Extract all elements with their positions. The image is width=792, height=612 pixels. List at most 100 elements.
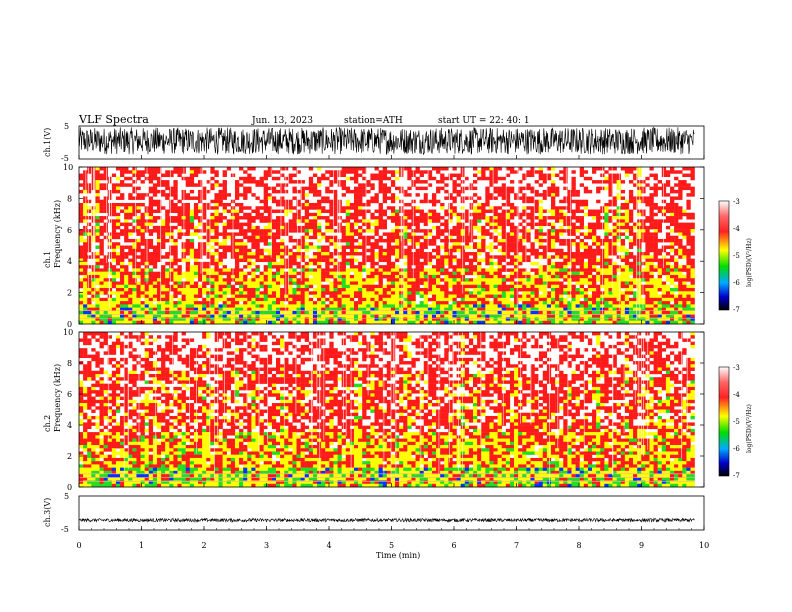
spectrogram-cell [522, 209, 527, 213]
spectrogram-cell [538, 274, 543, 279]
spectrogram-cell [267, 252, 273, 256]
spectrogram-cell [243, 294, 248, 299]
spectrogram-cell [542, 271, 548, 276]
spectrogram-cell [468, 196, 474, 200]
spectrogram-cell [259, 258, 264, 263]
spectrogram-cell [353, 212, 359, 217]
spectrogram-cell [83, 225, 88, 230]
spectrogram-cell [165, 274, 170, 279]
spectrogram-cell [423, 196, 429, 200]
spectrogram-cell [358, 265, 363, 269]
spectrogram-cell [325, 314, 330, 318]
spectrogram-cell [173, 320, 178, 325]
spectrogram-cell [181, 310, 186, 315]
spectrogram-cell [304, 291, 310, 295]
spectrogram-cell [370, 196, 375, 200]
spectrogram-cell [563, 274, 568, 279]
spectrogram-cell [292, 229, 297, 233]
spectrogram-cell [567, 301, 572, 305]
spectrogram-cell [579, 222, 585, 227]
spectrogram-cell [210, 176, 215, 181]
spectrogram-cell [317, 252, 322, 256]
spectrogram-cell [234, 252, 240, 256]
spectrogram-cell [546, 297, 552, 302]
spectrogram-cell [120, 301, 125, 305]
spectrogram-cell [530, 307, 535, 312]
spectrogram-cell [567, 199, 572, 204]
spectrogram-cell [411, 294, 416, 299]
spectrogram-cell [522, 301, 527, 305]
spectrogram-cell [522, 225, 527, 230]
spectrogram-cell [477, 242, 482, 246]
spectrogram-cell [337, 314, 342, 318]
spectrogram-cell [341, 225, 346, 230]
spectrogram-cell [415, 281, 420, 285]
spectrogram-cell [514, 307, 519, 312]
spectrogram-cell [501, 245, 507, 249]
spectrogram-cell [239, 209, 244, 213]
spectrogram-cell [555, 297, 560, 302]
spectrogram-cell [124, 255, 129, 259]
spectrogram-cell [165, 216, 170, 220]
spectrogram-cell [624, 216, 630, 220]
spectrogram-cell [395, 212, 400, 217]
spectrogram-cell [427, 310, 433, 315]
spectrogram-cell [189, 271, 195, 276]
spectrogram-cell [267, 261, 273, 266]
spectrogram-cell [120, 202, 125, 207]
spectrogram-cell [136, 216, 141, 220]
spectrogram-cell [177, 271, 182, 276]
spectrogram-cell [407, 294, 412, 299]
spectrogram-cell [526, 183, 531, 187]
spectrogram-cell [263, 314, 268, 318]
spectrogram-cell [83, 212, 88, 217]
spectrogram-cell [251, 242, 256, 246]
spectrogram-cell [247, 288, 252, 292]
spectrogram-cell [193, 288, 199, 292]
spectrogram-cell [148, 274, 154, 279]
spectrogram-cell [440, 258, 445, 263]
spectrogram-cell [546, 229, 552, 233]
spectrogram-cell [571, 261, 576, 266]
spectrogram-cell [177, 310, 182, 315]
spectrogram-cell [427, 229, 433, 233]
spectrogram-cell [555, 248, 560, 253]
spectrogram-cell [596, 297, 601, 302]
spectrogram-cell [156, 304, 162, 308]
spectrogram-cell [530, 173, 535, 178]
spectrogram-cell [206, 242, 211, 246]
spectrogram-cell [489, 206, 494, 210]
spectrogram-cell [91, 278, 96, 282]
spectrogram-cell [415, 258, 420, 263]
spectrogram-cell [218, 317, 223, 321]
spectrogram-cell [198, 229, 203, 233]
spectrogram-cell [444, 229, 449, 233]
spectrogram-cell [559, 229, 564, 233]
spectrogram-cell [456, 229, 461, 233]
spectrogram-cell [620, 278, 626, 282]
spectrogram-cell [152, 225, 158, 230]
spectrogram-cell [165, 307, 170, 312]
spectrogram-cell [575, 268, 580, 272]
spectrogram-cell [189, 222, 195, 227]
spectrogram-cell [419, 255, 424, 259]
spectrogram-cell [99, 229, 104, 233]
spectrogram-cell [111, 212, 117, 217]
spectrogram-cell [555, 314, 560, 318]
spectrogram-cell [362, 186, 367, 191]
spectrogram-cell [390, 320, 396, 325]
spectrogram-cell [280, 307, 285, 312]
spectrogram-cell [538, 310, 543, 315]
spectrogram-cell [374, 268, 379, 272]
spectrogram-cell [193, 212, 199, 217]
spectrogram-cell [427, 281, 433, 285]
spectrogram-cell [247, 304, 252, 308]
spectrogram-cell [284, 199, 289, 204]
spectrogram-cell [304, 242, 310, 246]
spectrogram-cell [403, 320, 408, 325]
spectrogram-cell [501, 183, 507, 187]
spectrogram-cell [509, 209, 515, 213]
spectrogram-cell [440, 245, 445, 249]
spectrogram-cell [403, 278, 408, 282]
spectrogram-cell [477, 209, 482, 213]
